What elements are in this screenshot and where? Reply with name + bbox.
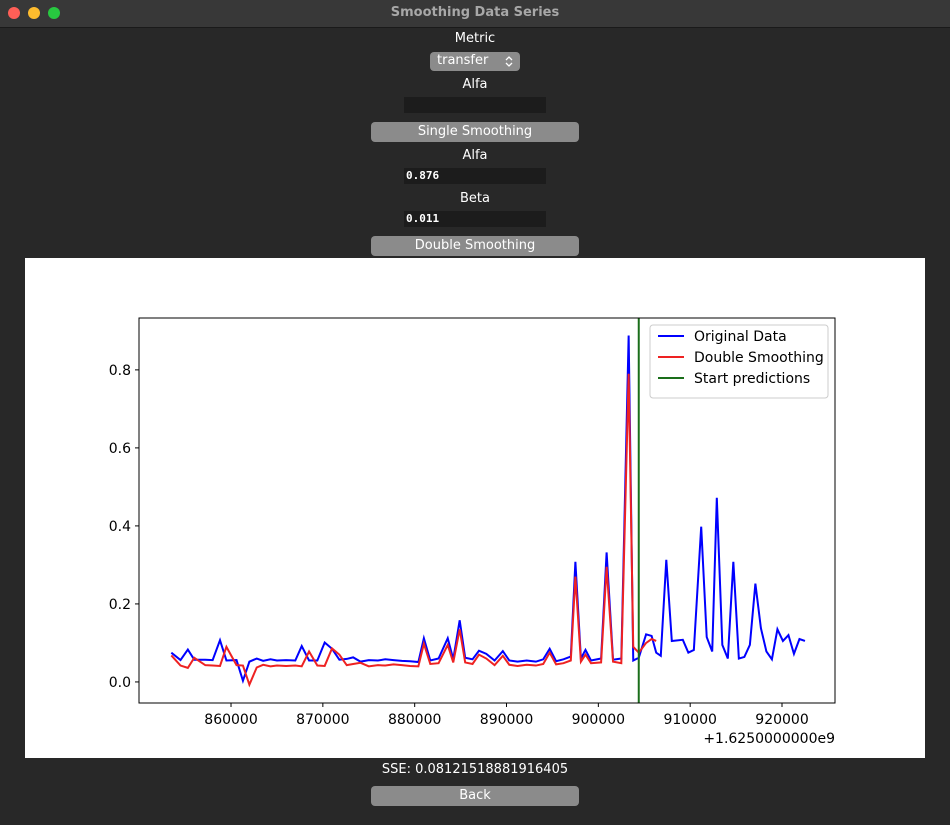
x-tick-label: 910000 (663, 712, 716, 728)
x-tick-label: 860000 (204, 712, 257, 728)
x-offset-label: +1.6250000000e9 (703, 731, 835, 747)
close-button[interactable] (8, 7, 20, 19)
legend-label: Start predictions (694, 371, 810, 387)
title-bar: Smoothing Data Series (0, 0, 950, 28)
chart: 860000 870000 880000 890000 900000 910000 9200… (25, 258, 925, 758)
legend-label: Double Smoothing (694, 350, 824, 366)
legend-label: Original Data (694, 329, 787, 345)
axes-frame (138, 317, 836, 704)
window-title: Smoothing Data Series (390, 5, 560, 20)
y-tick-label: 0.0 (109, 675, 131, 691)
x-tick-label: 890000 (480, 712, 533, 728)
data-line (170, 335, 806, 685)
single-smoothing-button[interactable]: Single Smoothing (371, 122, 579, 142)
double-smoothing-button[interactable]: Double Smoothing (371, 236, 579, 256)
y-tick-label: 0.2 (109, 597, 131, 613)
y-tick-label: 0.8 (109, 363, 131, 379)
alfa-label: Alfa (462, 77, 488, 92)
x-tick-label: 920000 (755, 712, 808, 728)
x-tick-label: 900000 (572, 712, 625, 728)
metric-select[interactable]: transfer (430, 52, 520, 71)
minimize-button[interactable] (28, 7, 40, 19)
y-tick-label: 0.6 (109, 441, 131, 457)
legend-box (649, 324, 829, 399)
metric-label: Metric (454, 31, 496, 46)
sse-label: SSE: 0.08121518881916405 (381, 762, 569, 777)
beta-label: Beta (460, 191, 490, 206)
select-arrows (505, 56, 513, 67)
data-line (170, 373, 657, 688)
beta-input[interactable]: 0.011 (404, 211, 546, 227)
x-tick-label: 880000 (388, 712, 441, 728)
metric-value: transfer (437, 53, 489, 68)
x-tick-label: 870000 (296, 712, 349, 728)
zoom-button[interactable] (48, 7, 60, 19)
alfa-input[interactable] (404, 97, 546, 113)
y-tick-label: 0.4 (109, 519, 131, 535)
alfa-label: Alfa (462, 148, 488, 163)
alfa-input[interactable]: 0.876 (404, 168, 546, 184)
back-button[interactable]: Back (371, 786, 579, 806)
